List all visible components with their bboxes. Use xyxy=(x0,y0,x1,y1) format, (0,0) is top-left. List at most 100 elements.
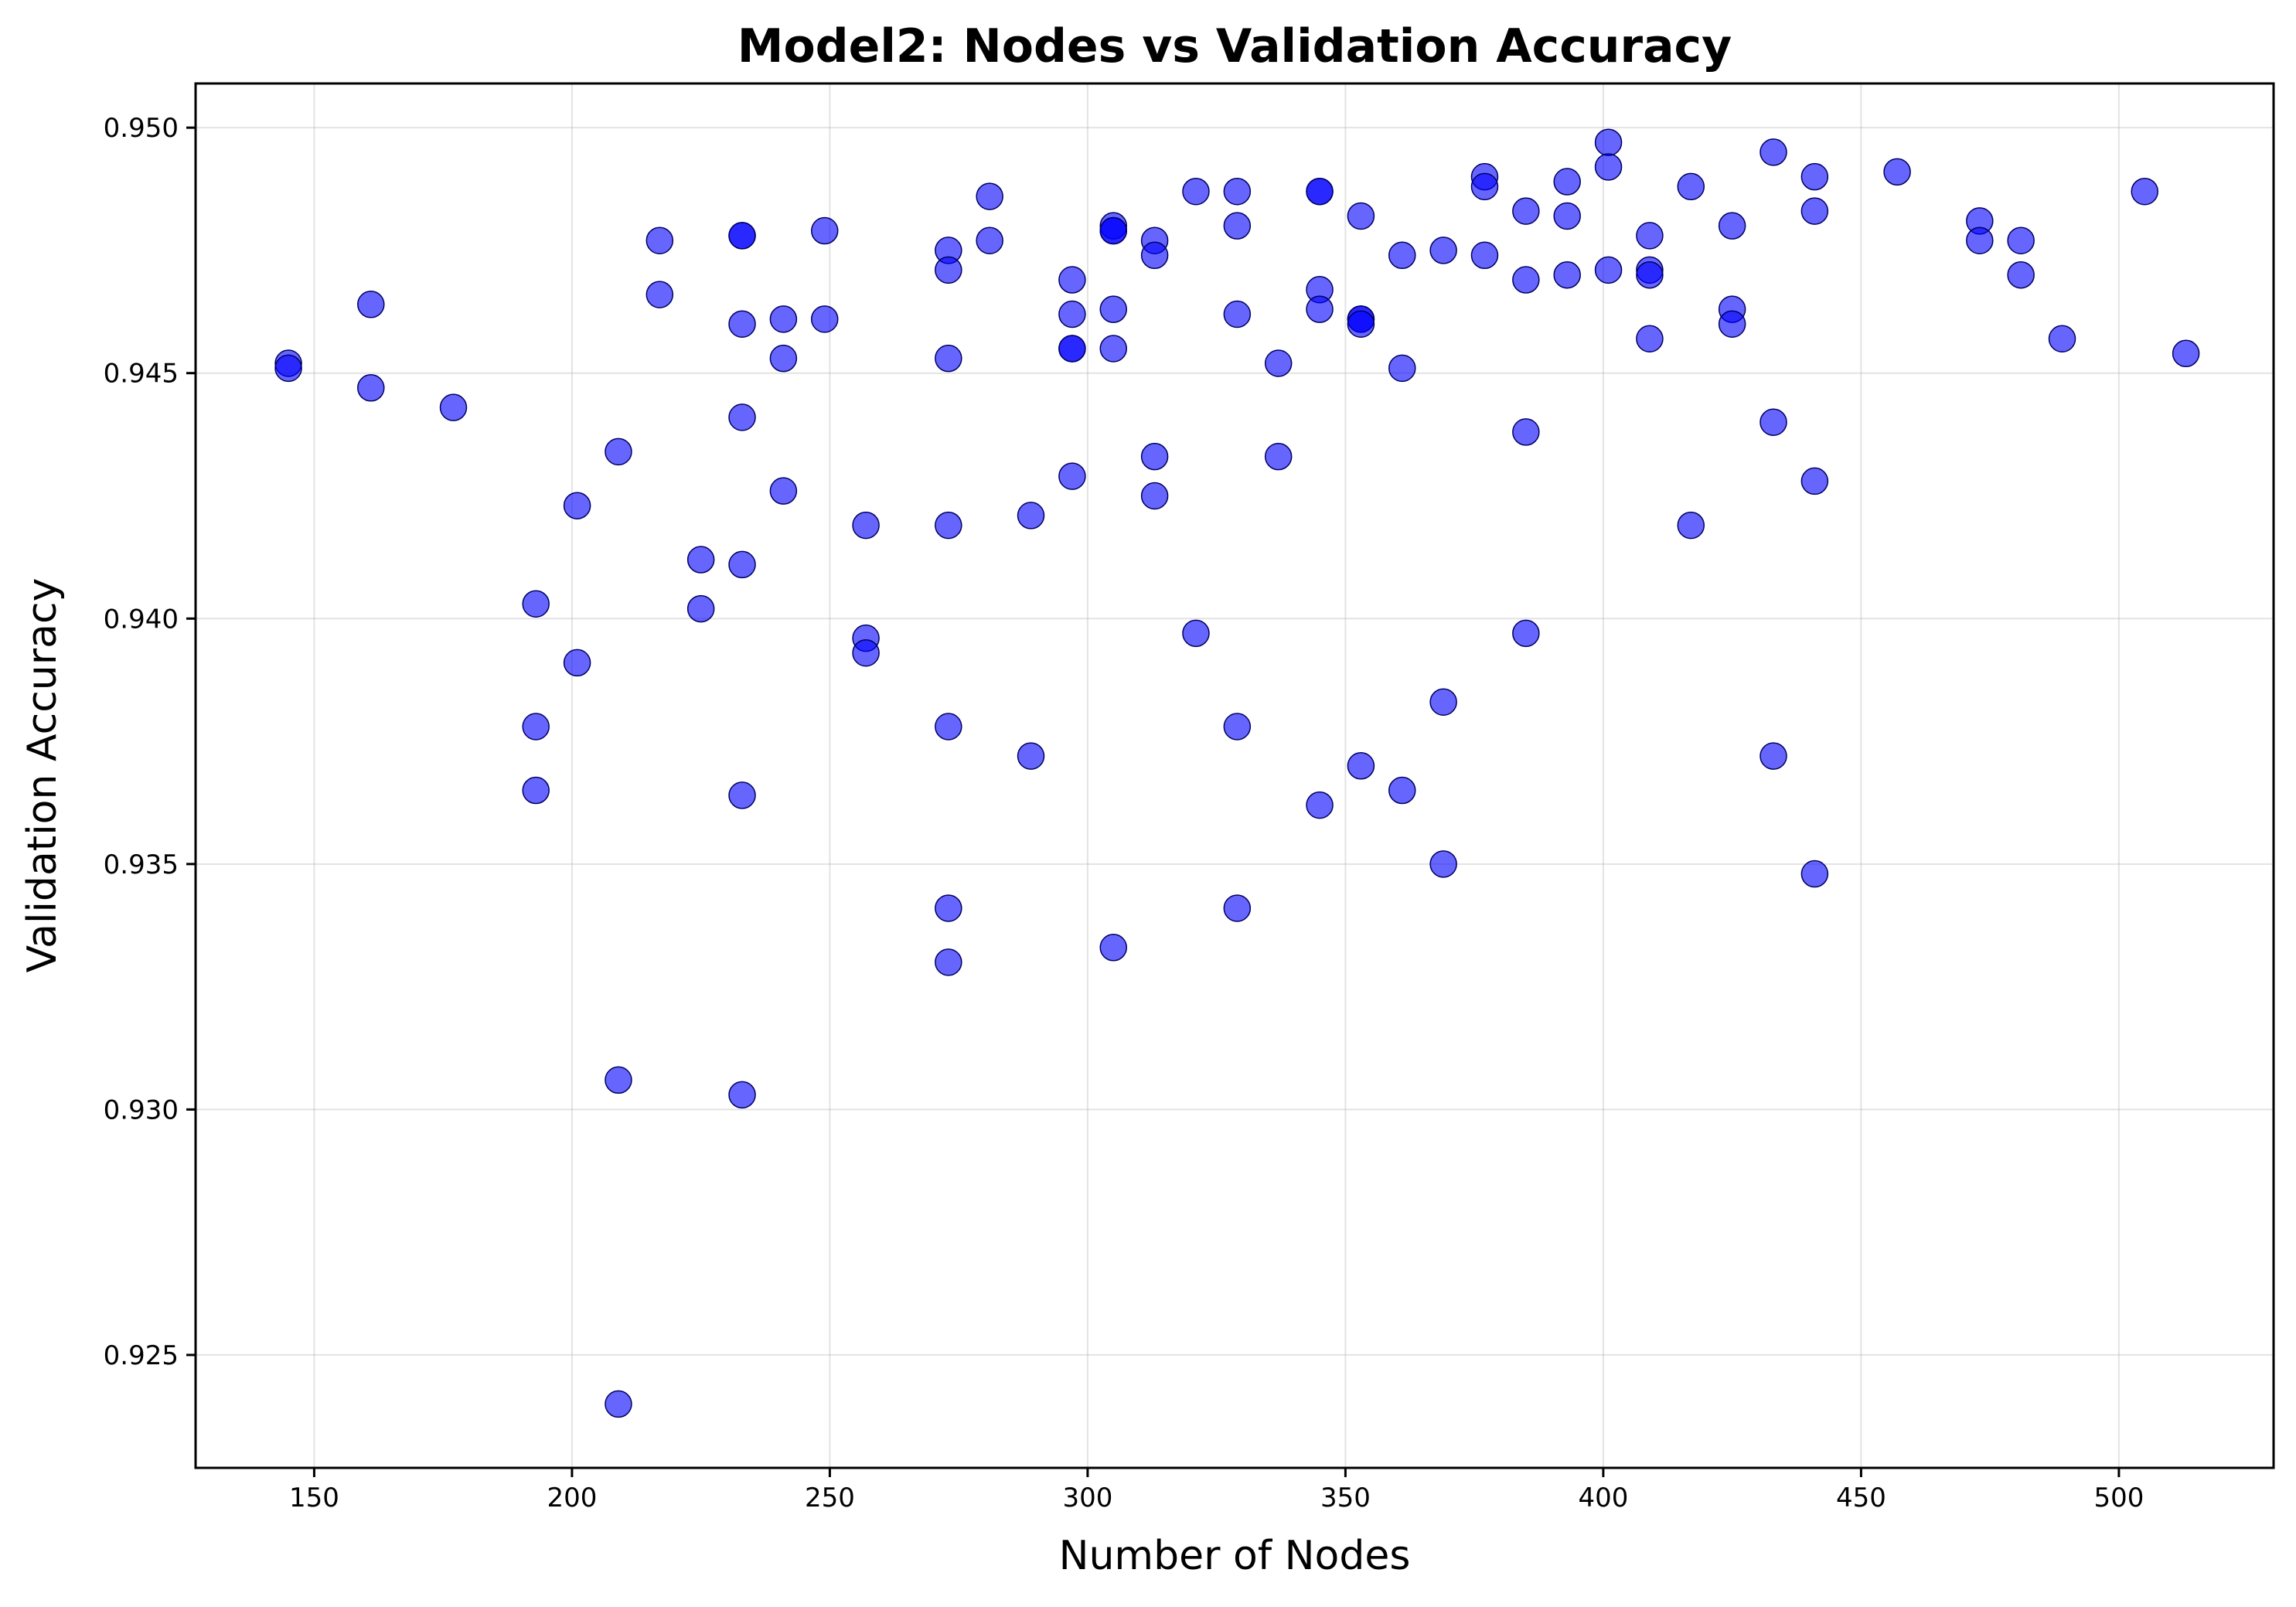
data-point xyxy=(1800,197,1829,225)
data-point xyxy=(2007,260,2035,289)
data-point xyxy=(1058,462,1086,490)
data-point xyxy=(1017,502,1045,529)
y-tick-label: 0.925 xyxy=(104,1340,179,1371)
data-point xyxy=(1594,256,1623,284)
data-point xyxy=(1223,713,1252,741)
data-point xyxy=(935,511,962,540)
data-point xyxy=(522,590,550,618)
x-tick-label: 150 xyxy=(289,1483,339,1513)
data-point xyxy=(1553,260,1581,289)
data-point xyxy=(1140,241,1169,270)
data-point xyxy=(1058,300,1086,329)
data-point xyxy=(1800,162,1829,191)
grid-layer xyxy=(196,83,2274,1468)
data-point xyxy=(810,305,839,333)
x-tick-label: 250 xyxy=(805,1483,855,1513)
data-point xyxy=(563,649,591,677)
data-point xyxy=(2172,339,2200,368)
data-point xyxy=(1099,335,1128,363)
data-point xyxy=(1553,168,1581,196)
data-point xyxy=(1223,212,1252,240)
data-point xyxy=(728,310,756,338)
chart-title: Model2: Nodes vs Validation Accuracy xyxy=(738,19,1732,73)
data-point xyxy=(1306,295,1334,323)
data-point xyxy=(605,1066,632,1095)
data-point xyxy=(1759,408,1787,436)
data-point xyxy=(769,477,798,505)
data-point xyxy=(1429,237,1457,264)
data-point xyxy=(1883,158,1911,186)
data-point xyxy=(1264,349,1293,377)
ticks-layer: 150 200 250 300 350 400 450 500 0.925 0.930 0.935 0… xyxy=(104,113,2144,1513)
x-axis-label: Number of Nodes xyxy=(1059,1533,1411,1579)
data-point xyxy=(1718,310,1746,338)
y-tick-label: 0.945 xyxy=(104,359,179,390)
data-point xyxy=(1470,172,1499,201)
data-point xyxy=(439,393,468,421)
data-point xyxy=(646,226,674,254)
x-tick-label: 450 xyxy=(1836,1483,1886,1513)
data-point xyxy=(1636,325,1664,353)
x-tick-label: 350 xyxy=(1320,1483,1371,1513)
y-tick-label: 0.940 xyxy=(104,604,179,635)
data-point xyxy=(1594,128,1623,156)
data-point xyxy=(1636,222,1664,250)
data-point xyxy=(1553,202,1581,230)
y-tick-label: 0.935 xyxy=(104,849,179,880)
y-axis-label: Validation Accuracy xyxy=(19,578,66,973)
data-point xyxy=(1718,212,1746,240)
data-point xyxy=(1512,266,1540,294)
data-point xyxy=(1347,202,1375,230)
data-point xyxy=(686,594,715,623)
data-point xyxy=(935,894,962,922)
data-point xyxy=(1636,260,1664,289)
data-point xyxy=(728,403,756,431)
data-point xyxy=(1388,776,1416,805)
data-point xyxy=(2131,177,2159,206)
data-point xyxy=(1223,300,1252,329)
data-point xyxy=(852,638,880,667)
data-point xyxy=(1140,482,1169,510)
data-point xyxy=(1182,177,1210,206)
data-point xyxy=(1099,934,1128,962)
data-point xyxy=(1017,742,1045,770)
data-point xyxy=(1223,894,1252,922)
data-point xyxy=(769,305,798,333)
data-point xyxy=(1347,752,1375,780)
plot-frame xyxy=(194,82,2275,1469)
data-point xyxy=(1264,442,1293,471)
data-point xyxy=(1512,418,1540,446)
data-point xyxy=(522,713,550,741)
data-point xyxy=(769,344,798,373)
points-layer xyxy=(274,128,2200,1418)
data-point xyxy=(1512,197,1540,225)
data-point xyxy=(563,492,591,519)
data-point xyxy=(1099,216,1128,245)
data-point xyxy=(1306,177,1334,206)
x-tick-label: 300 xyxy=(1062,1483,1112,1513)
data-point xyxy=(1429,850,1457,878)
data-point xyxy=(1759,742,1787,770)
data-point xyxy=(1429,688,1457,716)
data-point xyxy=(935,948,962,976)
data-point xyxy=(810,216,839,245)
data-point xyxy=(1306,791,1334,819)
data-point xyxy=(1223,177,1252,206)
data-point xyxy=(357,374,385,402)
data-point xyxy=(935,344,962,373)
data-point xyxy=(728,781,756,809)
data-point xyxy=(976,182,1003,210)
x-tick-label: 400 xyxy=(1578,1483,1628,1513)
data-point xyxy=(1140,442,1169,471)
data-point xyxy=(935,713,962,741)
data-point xyxy=(1512,619,1540,648)
data-point xyxy=(728,550,756,579)
y-tick-label: 0.930 xyxy=(104,1095,179,1125)
data-point xyxy=(728,1081,756,1109)
data-point xyxy=(1470,241,1499,270)
data-point xyxy=(357,291,385,318)
data-point xyxy=(1800,467,1829,495)
data-point xyxy=(1800,860,1829,888)
